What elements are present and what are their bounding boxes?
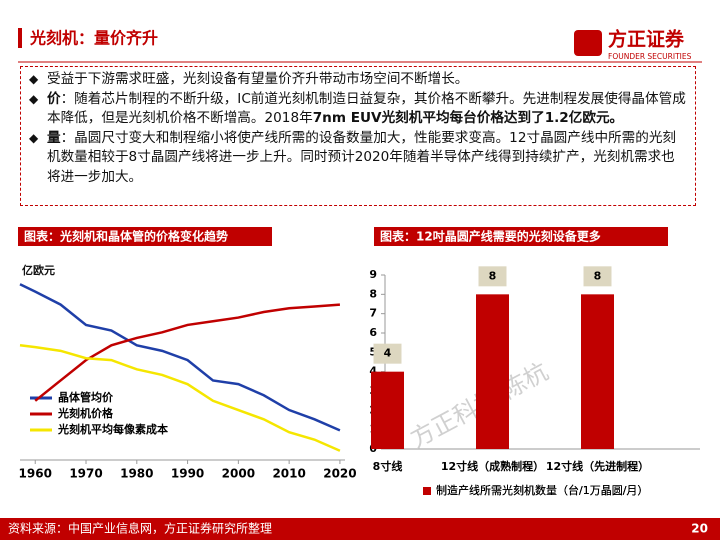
value-label: 4 bbox=[384, 347, 392, 360]
value-label: 8 bbox=[594, 269, 602, 282]
y-tick-label: 9 bbox=[369, 268, 377, 281]
bullet: 量：晶圆尺寸变大和制程缩小将使产线所需的设备数量加大，性能要求变高。12寸晶圆产… bbox=[29, 129, 687, 188]
x-tick-label: 2000 bbox=[222, 467, 255, 481]
x-tick-label: 12寸线（成熟制程） bbox=[441, 459, 544, 473]
bullet: 价：随着芯片制程的不断升级，IC前道光刻机制造日益复杂，其价格不断攀升。先进制程… bbox=[29, 90, 687, 129]
line-series bbox=[19, 283, 341, 432]
y-tick-label: 8 bbox=[369, 287, 377, 300]
x-tick-label: 2010 bbox=[272, 467, 305, 481]
y-tick-label: 6 bbox=[369, 326, 377, 339]
line-series bbox=[34, 303, 341, 402]
bullet-box: 受益于下游需求旺盛，光刻设备有望量价齐升带动市场空间不断增长。价：随着芯片制程的… bbox=[20, 66, 696, 206]
legend-label: 光刻机价格 bbox=[57, 406, 114, 420]
logo-subtext: FOUNDER SECURITIES bbox=[608, 52, 692, 61]
legend-label: 制造产线所需光刻机数量（台/1万晶圆/月） bbox=[436, 483, 648, 497]
bullet-text: ：随着芯片制程的不断升级，IC前道光刻机制造日益复杂，其价格不断攀升。先进制程发… bbox=[47, 90, 686, 127]
x-tick-label: 1980 bbox=[120, 467, 153, 481]
bullet-text: ：晶圆尺寸变大和制程缩小将使产线所需的设备数量加大，性能要求变高。12寸晶圆产线… bbox=[47, 129, 677, 185]
bullet-text: 价 bbox=[47, 90, 61, 107]
x-tick-label: 12寸线（先进制程） bbox=[546, 459, 649, 473]
value-label-bg bbox=[583, 266, 612, 287]
line-series bbox=[19, 344, 341, 452]
bullet: 受益于下游需求旺盛，光刻设备有望量价齐升带动市场空间不断增长。 bbox=[29, 70, 687, 90]
slide-title: 光刻机：量价齐升 bbox=[29, 29, 158, 48]
chart-header-bg bbox=[18, 227, 272, 246]
y-axis-label: 亿欧元 bbox=[22, 263, 55, 277]
page-number: 20 bbox=[691, 522, 708, 536]
chart-title: 图表：12吋晶圆产线需要的光刻设备更多 bbox=[380, 229, 601, 244]
bullet-text: 受益于下游需求旺盛，光刻设备有望量价齐升带动市场空间不断增长。 bbox=[47, 71, 469, 87]
bullet-text: 7nm EUV光刻机平均每台价格达到了1.2亿欧元。 bbox=[312, 110, 624, 126]
legend-label: 晶体管均价 bbox=[58, 390, 114, 404]
value-label-bg bbox=[373, 343, 402, 364]
footer-source: 资料来源：中国产业信息网，方正证券研究所整理 bbox=[8, 521, 272, 536]
bullet-text: 量 bbox=[47, 129, 61, 146]
x-tick-label: 1970 bbox=[69, 467, 102, 481]
y-tick-label: 4 bbox=[369, 365, 377, 378]
legend-swatch bbox=[423, 487, 431, 495]
x-tick-label: 8寸线 bbox=[373, 459, 403, 473]
footer-bar bbox=[0, 518, 720, 540]
x-tick-label: 2020 bbox=[323, 467, 356, 481]
x-tick-label: 1990 bbox=[171, 467, 204, 481]
value-label: 8 bbox=[489, 269, 497, 282]
x-tick-label: 1960 bbox=[19, 467, 52, 481]
y-tick-label: 5 bbox=[369, 345, 377, 358]
bar bbox=[581, 294, 614, 449]
chart-title: 图表：光刻机和晶体管的价格变化趋势 bbox=[24, 229, 228, 244]
legend-label: 制造产线所需光刻机数量（台/1万晶圆/月） bbox=[436, 483, 648, 497]
y-tick-label: 7 bbox=[369, 307, 377, 320]
legend-label: 制造产线所需光刻机数量（台/1万晶圆/月） bbox=[436, 483, 648, 497]
title-marker bbox=[18, 28, 22, 48]
logo-text: 方正证券 bbox=[608, 28, 685, 51]
legend-label: 光刻机平均每像素成本 bbox=[57, 422, 168, 436]
value-label-bg bbox=[478, 266, 507, 287]
logo-icon bbox=[574, 30, 602, 56]
bar bbox=[371, 371, 404, 449]
bar bbox=[476, 294, 509, 449]
chart-header-bg bbox=[374, 227, 668, 246]
